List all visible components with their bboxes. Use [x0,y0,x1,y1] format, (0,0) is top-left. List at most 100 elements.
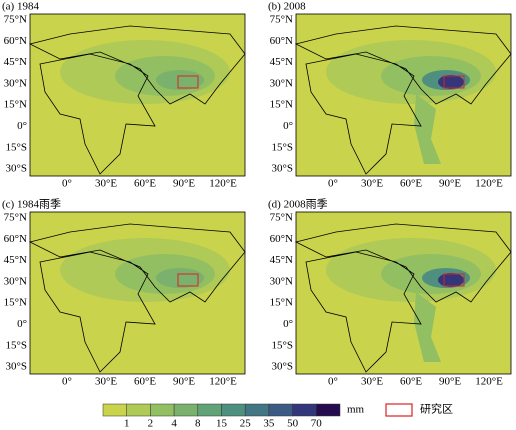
study-area [443,75,465,89]
lat-label: 60°N [270,233,293,245]
colorbar-box [126,403,151,417]
colorbar-box [316,403,341,417]
lat-label: 0° [17,120,27,132]
lon-label: 30°E [361,376,383,388]
lat-label: 15°N [4,99,27,111]
map-frame [295,13,512,177]
lat-label: 30°N [270,275,293,287]
lon-label: 120°E [475,376,503,388]
colorbar-box [173,403,199,417]
lon-label: 90°E [439,376,461,388]
colorbar-box [197,403,222,417]
study-area [443,273,465,287]
lat-label: 15°S [5,141,27,153]
precip-field [438,75,464,89]
colorbar-label: 8 [195,418,201,430]
colorbar-box [268,403,293,417]
lat-label: 30°N [4,77,27,89]
precip-field [414,94,441,164]
lon-label: 30°E [95,376,117,388]
lat-label: 30°S [5,361,27,373]
lat-label: 60°N [4,233,27,245]
colorbar-label: 70 [311,418,323,430]
lon-label: 60°E [400,376,422,388]
lon-label: 120°E [209,376,237,388]
lat-label: 30°N [4,275,27,287]
lon-label: 30°E [361,178,383,190]
precip-field [438,273,464,287]
map-panel [294,13,512,177]
lon-label: 30°E [95,178,117,190]
lat-label: 60°N [4,35,27,47]
lon-label: 60°E [134,376,156,388]
lat-label: 15°N [4,297,27,309]
lon-label: 60°E [400,178,422,190]
lat-label: 30°S [5,163,27,175]
lat-label: 0° [17,318,27,330]
map-frame [29,211,246,375]
lat-label: 30°S [271,361,293,373]
lat-label: 15°S [5,339,27,351]
lon-label: 0° [328,178,338,190]
lat-label: 30°N [270,77,293,89]
colorbar-unit: mm [347,404,365,416]
coastline [294,223,512,373]
lat-label: 0° [283,318,293,330]
precip-field [156,268,204,288]
lat-label: 15°S [271,339,293,351]
panel-title: (d) 2008雨季 [268,198,328,211]
lat-label: 15°N [270,297,293,309]
lat-label: 45°N [270,254,293,266]
map-panel [294,211,512,375]
lat-label: 15°S [271,141,293,153]
precip-field [156,70,204,90]
lon-label: 120°E [209,178,237,190]
lat-label: 60°N [270,35,293,47]
lat-label: 45°N [4,254,27,266]
lon-label: 60°E [134,178,156,190]
lon-label: 90°E [173,376,195,388]
colorbar-box [221,403,246,417]
colorbar-label: 35 [263,418,275,430]
lat-label: 75°N [270,14,293,26]
precip-field [414,292,441,362]
panel-title: (a) 1984 [2,1,39,13]
colorbar-label: 50 [287,418,299,430]
lon-label: 90°E [173,178,195,190]
lon-label: 120°E [475,178,503,190]
lat-label: 45°N [270,56,293,68]
colorbar-label: 15 [216,418,228,430]
coastline [28,223,246,373]
colorbar-label: 1 [124,418,130,430]
map-panel [28,211,246,375]
coastline [294,25,512,175]
panel-title: (c) 1984雨季 [2,198,61,211]
lon-label: 0° [62,178,72,190]
lat-label: 30°S [271,163,293,175]
panel-title: (b) 2008 [268,1,306,13]
lat-label: 0° [283,120,293,132]
lon-label: 0° [62,376,72,388]
study-area [177,273,199,287]
map-frame [29,13,246,177]
legend-label: 研究区 [420,402,453,416]
colorbar-label: 4 [171,418,177,430]
map-frame [295,211,512,375]
colorbar-box [102,403,127,417]
colorbar-box [150,403,175,417]
colorbar-label: 25 [240,418,252,430]
map-panel [28,13,246,177]
colorbar-box [292,403,317,417]
study-area [177,75,199,89]
lat-label: 15°N [270,99,293,111]
colorbar-label: 2 [148,418,154,430]
legend-swatch [385,403,413,417]
lat-label: 45°N [4,56,27,68]
lon-label: 0° [328,376,338,388]
coastline [28,25,246,175]
lat-label: 75°N [270,212,293,224]
lat-label: 75°N [4,212,27,224]
lat-label: 75°N [4,14,27,26]
colorbar-box [244,403,270,417]
